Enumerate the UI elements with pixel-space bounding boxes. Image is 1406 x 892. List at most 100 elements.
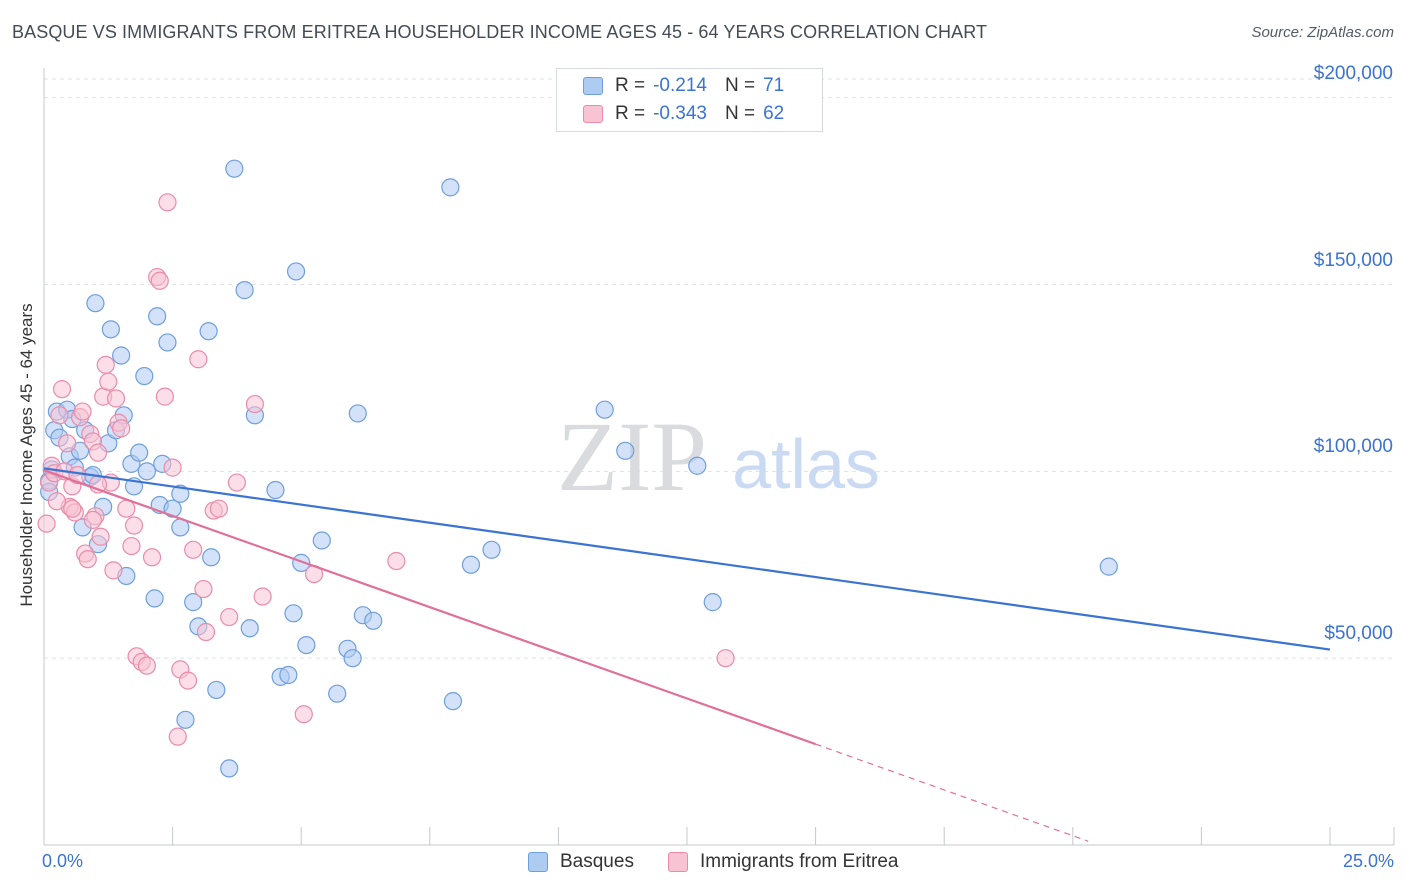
- basques-point: [284, 604, 303, 623]
- eritrea-point: [63, 499, 82, 518]
- eritrea-trend-line: [43, 469, 816, 746]
- basques-point: [297, 635, 316, 655]
- n-value: 62: [763, 103, 785, 124]
- stats-legend: R = -0.214 N = 71 R = -0.343 N = 62: [556, 68, 823, 132]
- basques-point: [137, 462, 156, 481]
- basques-point: [688, 456, 707, 475]
- axes: [43, 68, 1395, 846]
- basques-point: [148, 307, 167, 326]
- basques-point: [616, 441, 635, 460]
- eritrea-legend-swatch: [668, 852, 688, 872]
- eritrea-point: [150, 271, 169, 290]
- basques-point: [703, 593, 722, 612]
- series-legend: Basques Immigrants from Eritrea: [0, 851, 1406, 877]
- basques-point: [235, 281, 254, 300]
- eritrea-point: [91, 527, 110, 546]
- basques-point: [163, 499, 182, 518]
- n-value: 71: [763, 75, 785, 96]
- gridlines: [44, 78, 1394, 659]
- eritrea-point: [50, 406, 69, 425]
- eritrea-point: [220, 607, 239, 627]
- r-label: R =: [615, 103, 646, 124]
- eritrea-point: [106, 389, 126, 408]
- chart-title: BASQUE VS IMMIGRANTS FROM ERITREA HOUSEH…: [12, 22, 988, 42]
- basques-point: [130, 443, 149, 462]
- basques-point: [312, 531, 331, 550]
- watermark: ZIP atlas: [557, 401, 880, 512]
- stats-row-eritrea: R = -0.343 N = 62: [583, 101, 784, 127]
- eritrea-point: [245, 394, 265, 414]
- basques-point: [364, 611, 383, 630]
- basques-point: [279, 665, 298, 685]
- eritrea-point: [137, 656, 156, 675]
- y-tick-label: $150,000: [1313, 249, 1393, 271]
- basques-point: [1099, 557, 1118, 576]
- eritrea-point: [122, 536, 141, 556]
- x-tick-label-min: 0.0%: [42, 851, 84, 871]
- basques-point: [145, 589, 164, 608]
- eritrea-point: [209, 499, 228, 518]
- eritrea-trend-extension: [815, 743, 1089, 842]
- basques-point: [220, 759, 239, 778]
- eritrea-point: [96, 355, 115, 374]
- basques-legend-swatch: [528, 852, 548, 872]
- eritrea-point: [155, 387, 174, 406]
- eritrea-point: [253, 587, 272, 606]
- basques-point: [240, 619, 259, 638]
- n-label: N =: [724, 75, 756, 96]
- eritrea-point: [196, 622, 216, 642]
- basques-point: [482, 540, 501, 559]
- eritrea-point: [124, 516, 144, 535]
- basques-swatch: [583, 77, 603, 95]
- eritrea-swatch: [583, 105, 603, 123]
- eritrea-point: [58, 434, 77, 453]
- r-value: -0.214: [653, 75, 707, 96]
- eritrea-point: [112, 419, 131, 438]
- basques-point: [158, 333, 177, 352]
- eritrea-point: [83, 510, 102, 530]
- n-label: N =: [724, 103, 756, 124]
- basques-point: [207, 680, 226, 700]
- basques-point: [135, 366, 154, 386]
- basques-point: [225, 159, 244, 178]
- eritrea-point: [88, 443, 108, 462]
- eritrea-point: [227, 473, 246, 492]
- y-tick-label: $100,000: [1313, 436, 1393, 458]
- eritrea-point: [194, 579, 213, 599]
- eritrea-point: [99, 372, 118, 391]
- basques-point: [266, 480, 285, 500]
- basques-point: [184, 593, 203, 612]
- eritrea-point: [73, 402, 92, 421]
- basques-point: [202, 548, 221, 567]
- basques-point: [328, 684, 347, 703]
- eritrea-point: [178, 671, 198, 690]
- watermark-atlas: atlas: [732, 425, 880, 503]
- basques-point: [595, 400, 614, 419]
- basques-point: [343, 649, 362, 668]
- basques-point: [348, 404, 367, 423]
- legend-item-basques[interactable]: Basques: [528, 851, 634, 873]
- eritrea-point: [104, 561, 123, 580]
- legend-item-eritrea[interactable]: Immigrants from Eritrea: [668, 851, 898, 873]
- eritrea-point: [78, 550, 97, 569]
- eritrea-point: [158, 193, 177, 212]
- basques-point: [461, 555, 481, 574]
- source-credit: Source: ZipAtlas.com: [1251, 24, 1394, 41]
- eritrea-point: [294, 705, 313, 724]
- basques-point: [292, 553, 311, 572]
- basques-point: [101, 320, 120, 339]
- basques-point: [441, 178, 460, 197]
- r-value: -0.343: [653, 103, 707, 124]
- y-tick-label: $200,000: [1313, 62, 1393, 84]
- eritrea-point: [184, 540, 203, 559]
- eritrea-point: [168, 727, 187, 746]
- eritrea-point: [52, 380, 72, 399]
- stats-row-basques: R = -0.214 N = 71: [583, 73, 784, 99]
- eritrea-point: [37, 514, 56, 533]
- basques-point: [86, 294, 105, 313]
- basques-point: [112, 346, 131, 365]
- eritrea-point: [47, 492, 66, 511]
- eritrea-point: [117, 499, 136, 518]
- eritrea-point: [163, 458, 182, 477]
- eritrea-point: [716, 649, 735, 668]
